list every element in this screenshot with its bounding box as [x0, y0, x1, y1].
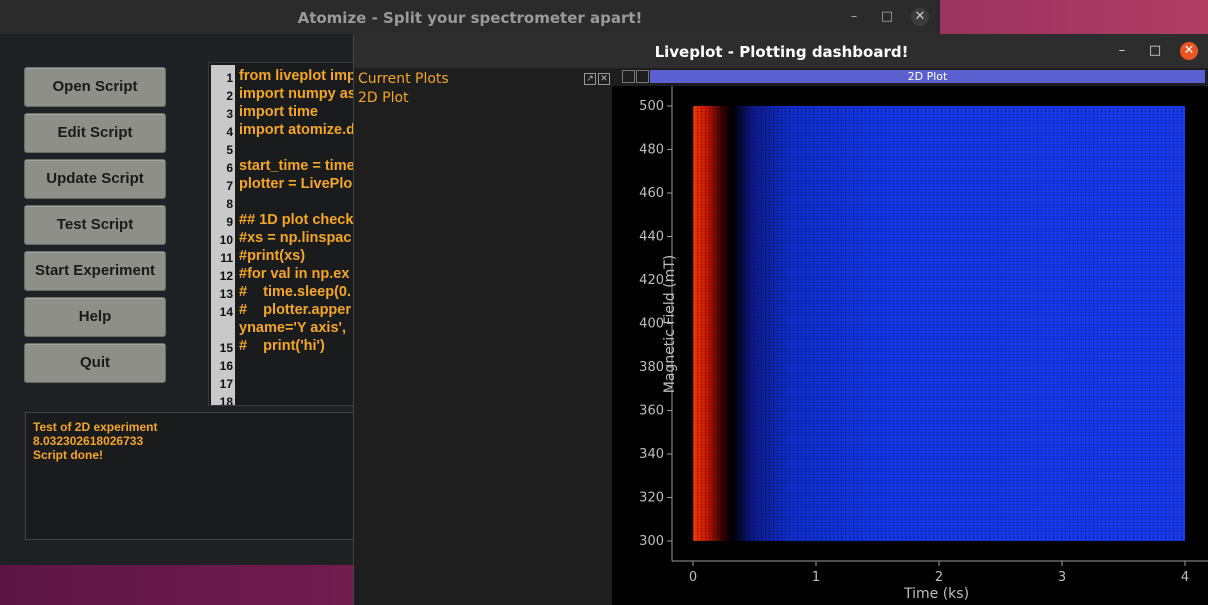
plot-area[interactable]: 300 320 340 360 380 400 420 440 460 480 500 0 1 2 3 4 M… [612, 86, 1208, 605]
code-line: # plotter.apper [239, 302, 351, 318]
minimize-icon[interactable]: – [1118, 43, 1126, 58]
y-axis-label: Magnetic Field (mT) [662, 254, 678, 394]
code-line: import time [239, 104, 318, 120]
y-tick-label: 500 [639, 99, 664, 114]
x-tick-label: 0 [689, 570, 697, 585]
y-tick-label: 320 [639, 491, 664, 506]
x-tick-label: 4 [1181, 570, 1189, 585]
y-tick-label: 380 [639, 360, 664, 375]
close-dock-icon[interactable]: ✕ [598, 73, 610, 85]
close-icon[interactable]: ✕ [911, 8, 929, 26]
x-axis-label: Time (ks) [904, 586, 970, 602]
y-tick-label: 340 [639, 447, 664, 462]
line-number: 17 [219, 377, 233, 391]
line-number: 7 [226, 179, 233, 193]
code-line: #xs = np.linspac [239, 230, 352, 246]
code-line: import numpy as [239, 86, 356, 102]
code-line: # print('hi') [239, 338, 325, 354]
line-number: 6 [226, 161, 233, 175]
y-tick-label: 420 [639, 273, 664, 288]
help-button[interactable]: Help [24, 297, 166, 337]
x-tick-label: 2 [935, 570, 943, 585]
script-editor[interactable]: 1 2 3 4 5 6 7 8 9 10 11 12 13 14 15 16 1… [208, 62, 360, 406]
code-line: yname='Y axis', [239, 320, 346, 336]
code-line: plotter = LivePlo [239, 176, 353, 192]
line-number: 14 [219, 305, 233, 319]
y-tick-label: 440 [639, 230, 664, 245]
maximize-icon[interactable]: □ [1148, 43, 1162, 58]
dock-title: Current Plots [358, 71, 449, 87]
code-line: ## 1D plot check [239, 212, 354, 228]
line-number: 4 [226, 125, 233, 139]
y-tick-label: 300 [639, 534, 664, 549]
line-number-gutter: 1 2 3 4 5 6 7 8 9 10 11 12 13 14 15 16 1… [211, 65, 235, 405]
code-line: start_time = time [239, 158, 355, 174]
line-number: 15 [219, 341, 233, 355]
open-script-button[interactable]: Open Script [24, 67, 166, 107]
atomize-title: Atomize - Split your spectrometer apart! [297, 9, 643, 27]
line-number: 5 [226, 143, 233, 157]
code-line: # time.sleep(0. [239, 284, 352, 300]
line-number: 13 [219, 287, 233, 301]
line-number: 1 [226, 71, 233, 85]
float-dock-icon[interactable]: ↗ [584, 73, 596, 85]
plot-axes: 300 320 340 360 380 400 420 440 460 480 500 0 1 2 3 4 [639, 86, 1208, 585]
line-number: 8 [226, 197, 233, 211]
y-tick-label: 480 [639, 143, 664, 158]
plot-list-item[interactable]: 2D Plot [358, 90, 409, 106]
line-number: 16 [219, 359, 233, 373]
line-number: 3 [226, 107, 233, 121]
code-line: import atomize.d [239, 122, 356, 138]
x-tick-label: 3 [1058, 570, 1066, 585]
output-console: Test of 2D experiment 8.032302618026733 … [25, 412, 357, 540]
console-line: Script done! [33, 448, 104, 462]
line-number: 2 [226, 89, 233, 103]
maximize-icon[interactable]: □ [880, 9, 894, 24]
quit-button[interactable]: Quit [24, 343, 166, 383]
line-number: 18 [219, 395, 233, 406]
code-line: #print(xs) [239, 248, 306, 264]
tab-float-icon[interactable] [636, 70, 649, 83]
tab-2d-plot[interactable]: 2D Plot [650, 70, 1205, 83]
heatmap-texture [693, 106, 1185, 541]
tab-close-icon[interactable] [622, 70, 635, 83]
heatmap-image [693, 106, 1185, 541]
liveplot-title: Liveplot - Plotting dashboard! [654, 43, 909, 61]
line-number: 9 [226, 215, 233, 229]
console-line: Test of 2D experiment [33, 420, 158, 434]
test-script-button[interactable]: Test Script [24, 205, 166, 245]
edit-script-button[interactable]: Edit Script [24, 113, 166, 153]
y-tick-label: 400 [639, 317, 664, 332]
liveplot-window: Liveplot - Plotting dashboard! – □ ✕ Cur… [353, 34, 1208, 605]
console-line: 8.032302618026733 [33, 434, 144, 448]
x-tick-label: 1 [812, 570, 820, 585]
line-number: 11 [220, 251, 233, 265]
y-tick-label: 360 [639, 404, 664, 419]
y-tick-label: 460 [639, 186, 664, 201]
liveplot-titlebar: Liveplot - Plotting dashboard! – □ ✕ [354, 34, 1208, 68]
current-plots-dock: Current Plots ↗ ✕ [354, 70, 612, 88]
line-number: 12 [219, 269, 233, 283]
minimize-icon[interactable]: – [850, 9, 858, 24]
close-icon[interactable]: ✕ [1180, 42, 1198, 60]
start-experiment-button[interactable]: Start Experiment [24, 251, 166, 291]
update-script-button[interactable]: Update Script [24, 159, 166, 199]
atomize-titlebar: Atomize - Split your spectrometer apart!… [0, 0, 940, 34]
line-number: 10 [219, 233, 233, 247]
code-line: from liveplot imp [239, 68, 356, 84]
code-line: #for val in np.ex [239, 266, 350, 282]
